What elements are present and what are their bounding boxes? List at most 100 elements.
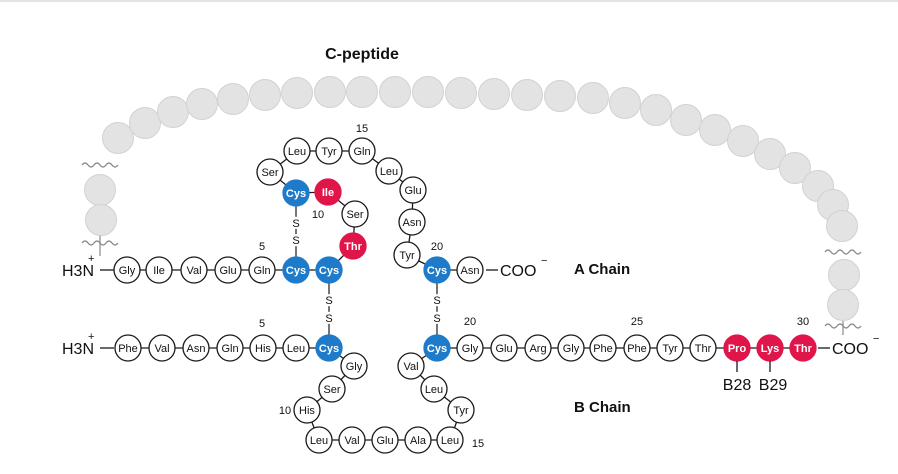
b-chain-residue-circle — [557, 334, 585, 362]
a-chain-residue-label: Ile — [153, 265, 165, 277]
c-peptide-title: C-peptide — [325, 46, 399, 63]
a-chain-residue: Cys — [282, 256, 310, 284]
b-chain-residue-circle — [490, 334, 518, 362]
b-chain-position-number: 5 — [259, 318, 265, 330]
b-chain-residue-label: Ser — [323, 384, 340, 396]
b-chain-residue-circle — [456, 334, 484, 362]
svg-text:H3N: H3N — [62, 341, 94, 358]
b-chain-residue-label: Cys — [427, 343, 447, 355]
sulfur-atom-label: S — [292, 235, 299, 247]
a-chain-residue-label: Val — [186, 265, 201, 277]
b-chain-residue-circle — [371, 426, 399, 454]
a-chain-residue-label: Cys — [427, 265, 447, 277]
svg-text:COO: COO — [832, 341, 868, 358]
a-chain-residue-circle — [393, 241, 421, 269]
b-chain-residue: His — [249, 334, 277, 362]
a-chain-residue: Cys — [282, 179, 310, 207]
a-chain-residue: Gln — [348, 137, 376, 165]
b-chain-residue-label: Arg — [529, 343, 546, 355]
b-chain-residue-circle — [447, 396, 475, 424]
cleavage-site-lines — [81, 162, 862, 335]
b-chain-residue-circle — [148, 334, 176, 362]
a-chain-residue-circle — [145, 256, 173, 284]
b-chain-residue-circle — [340, 352, 368, 380]
b-chain-residue-circle — [282, 334, 310, 362]
b-chain-residue-label: His — [299, 405, 315, 417]
b-chain-residue: Asn — [182, 334, 210, 362]
c-peptide-residue — [314, 76, 346, 108]
b-chain-residue-label: Phe — [593, 343, 613, 355]
b-chain-residue: Glu — [490, 334, 518, 362]
b-chain-residue-circle — [789, 334, 817, 362]
b-chain-residue: Gly — [340, 352, 368, 380]
c-peptide-residue — [379, 76, 411, 108]
c-peptide-residue — [826, 210, 858, 242]
b-chain-residue: Gly — [456, 334, 484, 362]
c-peptide-residue — [754, 138, 786, 170]
c-peptide-residue — [779, 152, 811, 184]
c-peptide-residue — [478, 78, 510, 110]
a-chain-residue: Cys — [315, 256, 343, 284]
sulfur-atom-label: S — [325, 295, 332, 307]
a-chain-c-terminus: COO − — [486, 255, 547, 280]
a-chain-residue-label: Ile — [322, 187, 334, 199]
a-chain-residue: Gly — [113, 256, 141, 284]
a-chain-residue-circle — [214, 256, 242, 284]
b-chain-residue-label: Gly — [462, 343, 479, 355]
c-peptide-residue — [346, 76, 378, 108]
top-divider — [0, 0, 898, 2]
b-chain-residue-label: Leu — [287, 343, 305, 355]
b-chain-residue-circle — [114, 334, 142, 362]
svg-text:H3N: H3N — [62, 263, 94, 280]
a-chain-residue: Thr — [339, 232, 367, 260]
a-chain-residue-circle — [456, 256, 484, 284]
b-chain-residue: Leu — [305, 426, 333, 454]
b-chain-position-number: 30 — [797, 316, 809, 328]
b-chain-residue: Leu — [420, 375, 448, 403]
b-chain-residue-label: Pro — [728, 343, 747, 355]
a-chain-residue-circle — [315, 137, 343, 165]
a-chain-residue-label: Ser — [346, 209, 363, 221]
a-chain-residue: Ser — [256, 158, 284, 186]
b-chain-residue-circle — [249, 334, 277, 362]
a-chain-position-number: 15 — [356, 123, 368, 135]
b-chain-residue-circle — [436, 426, 464, 454]
b-chain-residue: Phe — [114, 334, 142, 362]
b-chain-residue-circle — [318, 375, 346, 403]
a-chain-residue: Ser — [341, 200, 369, 228]
a-chain-residue-label: Glu — [219, 265, 236, 277]
b-chain-residue: Leu — [436, 426, 464, 454]
b-chain-c-terminus: COO − — [818, 333, 879, 358]
b-chain-residue-label: Gly — [346, 361, 363, 373]
b-chain-residue: Arg — [524, 334, 552, 362]
a-chain-residue-label: Cys — [286, 188, 306, 200]
b-chain-residue-label: Tyr — [662, 343, 678, 355]
a-chain-residue-label: Tyr — [321, 146, 337, 158]
a-chain-residue: Ile — [314, 178, 342, 206]
c-peptide-residue — [445, 77, 477, 109]
a-chain-residue-circle — [341, 200, 369, 228]
a-chain-residue-circle — [398, 208, 426, 236]
b-n-terminus-charge: + — [88, 331, 94, 343]
a-chain-label: A Chain — [574, 261, 630, 278]
a-chain-residue-circle — [282, 179, 310, 207]
b-chain-residue: Cys — [315, 334, 343, 362]
a-chain-residue: Leu — [283, 137, 311, 165]
c-peptide-residue — [827, 289, 859, 321]
b-chain-residue-circle — [589, 334, 617, 362]
c-peptide-residue — [85, 204, 117, 236]
b-chain-residue: His — [293, 396, 321, 424]
b-chain-residue-circle — [656, 334, 684, 362]
b-chain-residue-label: Lys — [761, 343, 780, 355]
a-chain-residue: Gln — [248, 256, 276, 284]
b-chain-residue: Ala — [404, 426, 432, 454]
a-chain-residue-circle — [423, 256, 451, 284]
a-chain-residue-circle — [256, 158, 284, 186]
c-peptide-residue — [640, 94, 672, 126]
b-chain-residue: Phe — [623, 334, 651, 362]
b-chain-residue: Cys — [423, 334, 451, 362]
peptide-bonds — [127, 150, 803, 441]
b-chain-residue-label: Gly — [563, 343, 580, 355]
b-chain-residue-label: Val — [154, 343, 169, 355]
c-peptide-residue — [217, 83, 249, 115]
